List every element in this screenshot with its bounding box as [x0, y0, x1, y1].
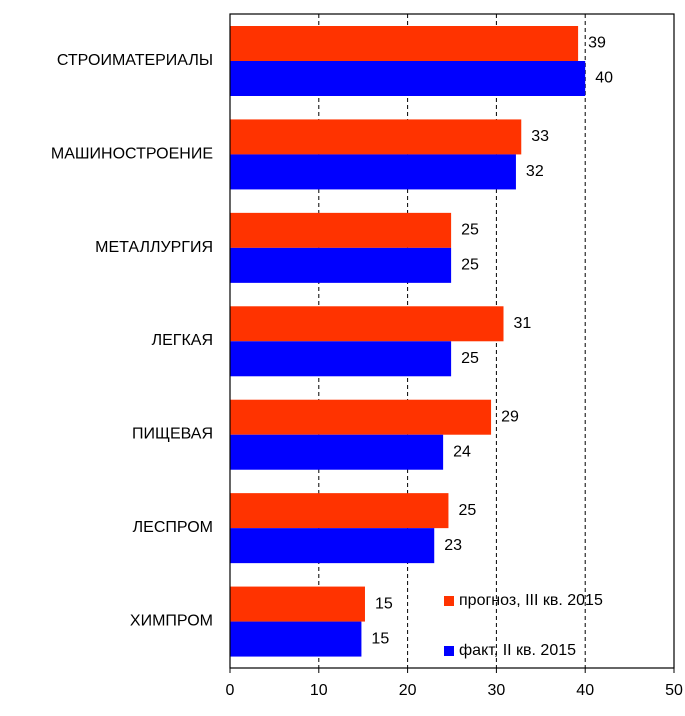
bar — [230, 26, 579, 61]
legend-swatch — [444, 646, 454, 656]
value-label: 15 — [375, 595, 393, 612]
bar — [230, 341, 452, 377]
x-tick-label: 10 — [310, 682, 328, 699]
value-label: 25 — [458, 502, 476, 519]
y-tick-label: СТРОИМАТЕРИАЛЫ — [57, 52, 213, 69]
legend-label: прогноз, III кв. 2015 — [459, 592, 603, 609]
value-label: 23 — [444, 537, 462, 554]
value-label: 33 — [531, 128, 549, 145]
legend-label: факт, II кв. 2015 — [459, 642, 576, 659]
value-label: 29 — [501, 408, 519, 425]
bar — [230, 621, 362, 657]
value-label: 39 — [588, 35, 606, 52]
value-label: 40 — [595, 70, 613, 87]
bar — [230, 434, 444, 470]
bar — [230, 154, 516, 190]
x-tick-label: 50 — [665, 682, 683, 699]
bar — [230, 586, 365, 622]
bar — [230, 306, 504, 342]
bar — [230, 119, 522, 155]
legend-swatch — [444, 596, 454, 606]
y-tick-label: МАШИНОСТРОЕНИЕ — [51, 145, 213, 162]
bar — [230, 61, 586, 96]
y-tick-label: ЛЕГКАЯ — [152, 332, 213, 349]
y-tick-label: МЕТАЛЛУРГИЯ — [95, 239, 213, 256]
bar — [230, 493, 449, 529]
value-label: 25 — [461, 350, 479, 367]
value-label: 24 — [453, 443, 471, 460]
plot-frame — [229, 13, 675, 669]
value-label: 31 — [514, 315, 532, 332]
y-tick-label: ХИМПРОМ — [130, 613, 213, 630]
value-label: 25 — [461, 222, 479, 239]
bar — [230, 212, 452, 248]
bar — [230, 247, 452, 283]
x-tick-label: 30 — [488, 682, 506, 699]
y-tick-label: ЛЕСПРОМ — [133, 519, 213, 536]
x-tick-label: 20 — [399, 682, 417, 699]
bar — [230, 399, 492, 435]
y-tick-label: ПИЩЕВАЯ — [132, 426, 213, 443]
bar — [230, 528, 435, 564]
value-label: 25 — [461, 257, 479, 274]
value-label: 32 — [526, 163, 544, 180]
x-tick-label: 0 — [226, 682, 235, 699]
value-label: 15 — [371, 630, 389, 647]
x-tick-label: 40 — [576, 682, 594, 699]
